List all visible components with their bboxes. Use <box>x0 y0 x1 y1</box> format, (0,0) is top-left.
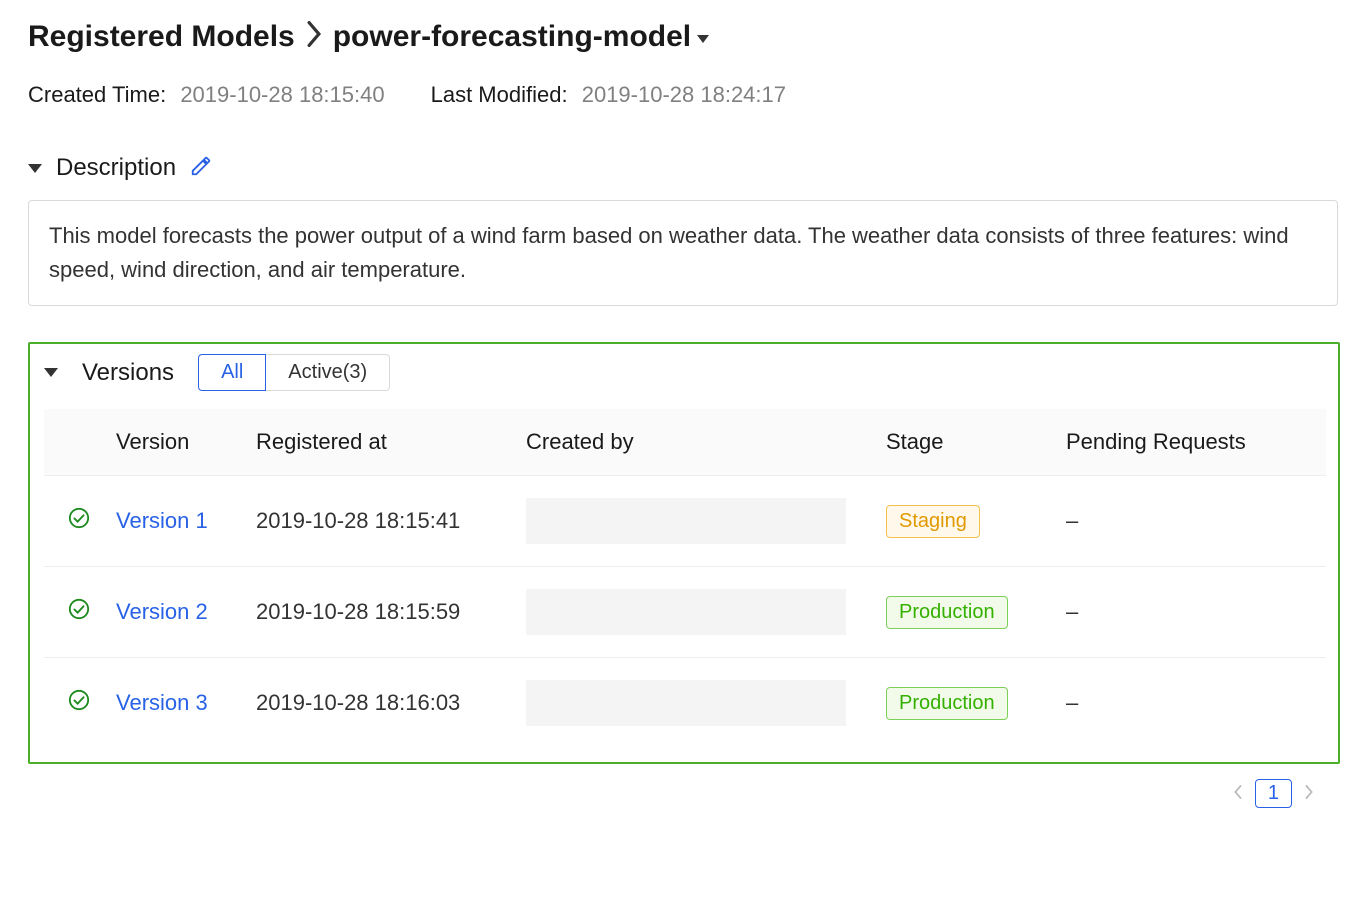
registered-cell: 2019-10-28 18:16:03 <box>244 658 514 749</box>
description-box: This model forecasts the power output of… <box>28 200 1338 306</box>
versions-panel: Versions All Active(3) Version Registere… <box>28 342 1340 764</box>
version-cell: Version 3 <box>104 658 244 749</box>
col-status-header <box>44 409 104 476</box>
pagination: 1 <box>28 778 1338 809</box>
createdby-cell <box>514 658 874 749</box>
versions-title: Versions <box>82 359 174 387</box>
stage-cell: Production <box>874 567 1054 658</box>
page-next-icon[interactable] <box>1298 778 1320 809</box>
pending-cell: – <box>1054 658 1326 749</box>
status-ok-icon <box>68 691 90 716</box>
col-stage-header: Stage <box>874 409 1054 476</box>
status-cell <box>44 476 104 567</box>
col-registered-header: Registered at <box>244 409 514 476</box>
stage-cell: Production <box>874 658 1054 749</box>
stage-badge: Production <box>886 596 1008 629</box>
status-ok-icon <box>68 600 90 625</box>
page-prev-icon[interactable] <box>1227 778 1249 809</box>
chevron-right-icon <box>305 21 323 54</box>
status-cell <box>44 658 104 749</box>
collapse-caret-icon[interactable] <box>28 164 42 173</box>
version-cell: Version 1 <box>104 476 244 567</box>
status-cell <box>44 567 104 658</box>
description-title: Description <box>56 154 176 182</box>
edit-icon[interactable] <box>190 155 212 182</box>
collapse-caret-icon[interactable] <box>44 368 58 377</box>
createdby-cell <box>514 476 874 567</box>
table-row: Version 3 2019-10-28 18:16:03 Production – <box>44 658 1326 749</box>
model-name-dropdown[interactable]: power-forecasting-model <box>333 20 709 54</box>
table-row: Version 2 2019-10-28 18:15:59 Production – <box>44 567 1326 658</box>
created-time-label: Created Time <box>28 82 160 107</box>
last-modified-value: 2019-10-28 18:24:17 <box>582 82 786 107</box>
versions-table: Version Registered at Created by Stage P… <box>44 409 1326 748</box>
caret-down-icon <box>697 35 709 43</box>
createdby-placeholder <box>526 680 846 726</box>
model-name: power-forecasting-model <box>333 20 691 54</box>
version-link[interactable]: Version 1 <box>116 508 208 533</box>
col-pending-header: Pending Requests <box>1054 409 1326 476</box>
stage-cell: Staging <box>874 476 1054 567</box>
created-time-value: 2019-10-28 18:15:40 <box>180 82 384 107</box>
createdby-placeholder <box>526 589 846 635</box>
stage-badge: Staging <box>886 505 980 538</box>
registered-cell: 2019-10-28 18:15:59 <box>244 567 514 658</box>
tab-active[interactable]: Active(3) <box>266 354 390 391</box>
stage-badge: Production <box>886 687 1008 720</box>
breadcrumb-root[interactable]: Registered Models <box>28 20 295 54</box>
version-link[interactable]: Version 3 <box>116 690 208 715</box>
page-number[interactable]: 1 <box>1255 779 1292 808</box>
table-row: Version 1 2019-10-28 18:15:41 Staging – <box>44 476 1326 567</box>
pending-cell: – <box>1054 567 1326 658</box>
description-header: Description <box>28 154 1338 182</box>
tab-all[interactable]: All <box>198 354 266 391</box>
versions-tabs: All Active(3) <box>198 354 390 391</box>
col-version-header: Version <box>104 409 244 476</box>
last-modified: Last Modified: 2019-10-28 18:24:17 <box>431 82 786 108</box>
status-ok-icon <box>68 509 90 534</box>
last-modified-label: Last Modified <box>431 82 562 107</box>
createdby-cell <box>514 567 874 658</box>
pending-cell: – <box>1054 476 1326 567</box>
version-link[interactable]: Version 2 <box>116 599 208 624</box>
createdby-placeholder <box>526 498 846 544</box>
created-time: Created Time: 2019-10-28 18:15:40 <box>28 82 385 108</box>
breadcrumb: Registered Models power-forecasting-mode… <box>28 20 1338 54</box>
meta-row: Created Time: 2019-10-28 18:15:40 Last M… <box>28 82 1338 108</box>
registered-cell: 2019-10-28 18:15:41 <box>244 476 514 567</box>
col-createdby-header: Created by <box>514 409 874 476</box>
version-cell: Version 2 <box>104 567 244 658</box>
versions-header: Versions All Active(3) <box>44 354 1326 391</box>
